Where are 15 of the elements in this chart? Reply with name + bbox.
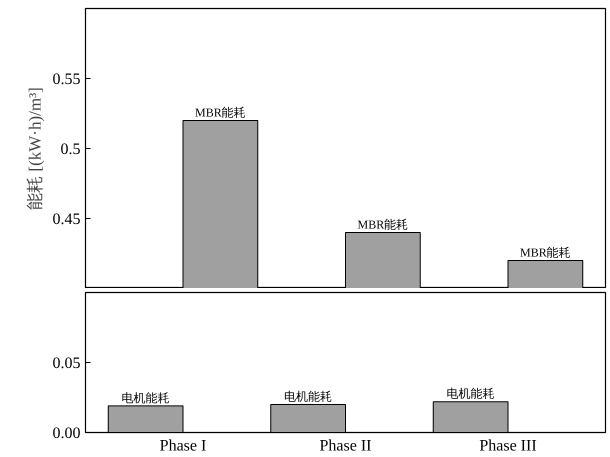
y-tick-label: 0.5	[60, 141, 80, 158]
text: 电机能耗	[284, 390, 332, 404]
y-tick-label: 0.45	[52, 211, 80, 228]
text: MBR能耗	[358, 218, 408, 232]
x-tick-label: Phase III	[479, 438, 537, 454]
y-tick-label: 0.55	[52, 71, 80, 88]
x-tick-label: Phase II	[320, 438, 372, 454]
y-tick-label: 0.05	[52, 355, 80, 372]
text: 电机能耗	[446, 386, 495, 401]
text: MBR能耗	[520, 246, 571, 260]
series-label: MBR能耗	[195, 106, 246, 120]
y-tick-label: 0.00	[52, 425, 80, 442]
y-axis-title: 能耗 [(kW·h)/m³]	[26, 87, 44, 210]
x-tick-label: Phase I	[160, 438, 206, 454]
series-label: 电机能耗	[122, 390, 170, 405]
